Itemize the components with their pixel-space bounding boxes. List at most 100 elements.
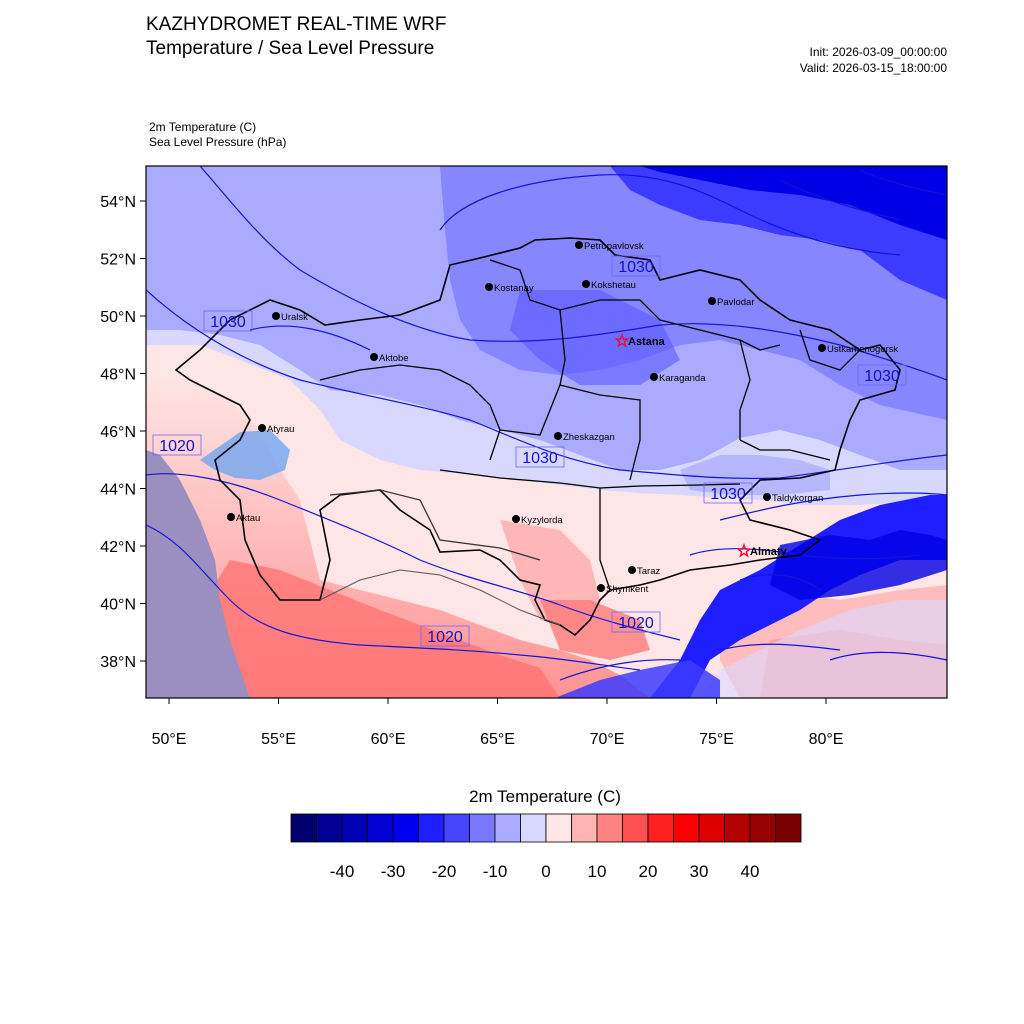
city-dot	[650, 373, 658, 381]
city-label: Kostanay	[494, 283, 534, 294]
isobar-label-box	[857, 364, 907, 386]
colorbar-swatch	[520, 813, 547, 843]
colorbar-swatch	[367, 813, 394, 843]
colorbar-swatch	[596, 813, 623, 843]
colorbar-swatch	[392, 813, 419, 843]
latitude-axis: 54°N 52°N 50°N 48°N 46°N 44°N 42°N 40°N 38°N	[100, 194, 146, 671]
longitude-axis: 50°E 55°E 60°E 65°E 70°E 75°E 80°E	[152, 698, 844, 748]
isobar-label: 1020	[618, 615, 654, 632]
isobar-label-box	[611, 255, 661, 277]
city-dot	[582, 280, 590, 288]
capital-star-icon	[614, 333, 630, 348]
colorbar-tick-label: 10	[588, 862, 607, 881]
colorbar-swatch	[775, 813, 802, 843]
colorbar-tick-label: 20	[639, 862, 658, 881]
city-dot	[272, 312, 280, 320]
city-dot	[258, 424, 266, 432]
colorbar-labels: -40 -30 -20 -10 0 10 20 30 40	[330, 862, 760, 881]
colorbar-swatch	[443, 813, 470, 843]
lon-tick-label: 65°E	[480, 731, 515, 748]
lat-tick-label: 44°N	[100, 482, 136, 499]
city-label: Kyzylorda	[521, 515, 563, 526]
city-label: Taraz	[637, 566, 660, 577]
city-label: Kokshetau	[591, 280, 636, 291]
isobar-label: 1030	[210, 314, 246, 331]
isobar-label: 1020	[427, 629, 463, 646]
map-frame	[145, 165, 948, 699]
city-dot	[485, 283, 493, 291]
isobar-label-box	[203, 310, 253, 332]
isobar-label-box	[420, 625, 470, 647]
colorbar	[290, 813, 802, 843]
isobar-label: 1030	[618, 259, 654, 276]
city-label: Zheskazgan	[563, 432, 615, 443]
lon-tick-label: 50°E	[152, 731, 187, 748]
colorbar-swatch	[647, 813, 674, 843]
colorbar-tick-label: 40	[741, 862, 760, 881]
colorbar-tick-label: -20	[432, 862, 457, 881]
isobar-label: 1030	[710, 486, 746, 503]
colorbar-swatch	[469, 813, 496, 843]
isobar-label-box	[515, 446, 565, 468]
lon-tick-label: 80°E	[809, 731, 844, 748]
colorbar-swatch	[341, 813, 368, 843]
isobar-label-box	[152, 434, 202, 456]
page-subtitle: Temperature / Sea Level Pressure	[146, 38, 435, 59]
city-label: Astana	[628, 336, 666, 348]
isobar-labels: 1030 1030 1030 1030 1030 1020 1020 1020	[152, 255, 907, 647]
city-label: Shymkent	[606, 584, 649, 595]
city-label: Pavlodar	[717, 297, 755, 308]
lat-tick-label: 54°N	[100, 194, 136, 211]
colorbar-swatch	[571, 813, 598, 843]
capital-star-icon	[736, 543, 752, 558]
colorbar-swatch	[418, 813, 445, 843]
lon-tick-label: 75°E	[699, 731, 734, 748]
city-dot	[227, 513, 235, 521]
city-label: Petropavlovsk	[584, 241, 644, 252]
city-label: Almaty	[750, 546, 788, 558]
isobars	[146, 166, 947, 681]
isobar-label: 1030	[864, 368, 900, 385]
lon-tick-label: 70°E	[590, 731, 625, 748]
lat-tick-label: 42°N	[100, 539, 136, 556]
colorbar-swatch	[673, 813, 700, 843]
colorbar-tick-label: -10	[483, 862, 508, 881]
lat-tick-label: 48°N	[100, 367, 136, 384]
city-dot	[597, 584, 605, 592]
colorbar-swatch	[290, 813, 317, 843]
city-label: Karaganda	[659, 373, 706, 384]
lon-tick-label: 60°E	[371, 731, 406, 748]
isobar-label: 1020	[159, 438, 195, 455]
slp-field-label: Sea Level Pressure (hPa)	[149, 135, 287, 149]
isobar-label-box	[611, 611, 661, 633]
lat-tick-label: 52°N	[100, 252, 136, 269]
colorbar-swatch	[494, 813, 521, 843]
city-label: Taldykorgan	[772, 493, 823, 504]
isobar-label-box	[703, 482, 753, 504]
city-dot	[575, 241, 583, 249]
colorbar-swatch	[545, 813, 572, 843]
city-label: Atyrau	[267, 424, 294, 435]
lat-tick-label: 40°N	[100, 597, 136, 614]
colorbar-tick-label: 0	[541, 862, 550, 881]
city-markers: Petropavlovsk Kostanay Kokshetau Pavlodar Ur…	[227, 241, 899, 595]
city-label: Uralsk	[281, 312, 308, 323]
boundaries	[174, 237, 901, 637]
valid-time: Valid: 2026-03-15_18:00:00	[799, 61, 947, 75]
temperature-field-label: 2m Temperature (C)	[149, 120, 257, 134]
init-time: Init: 2026-03-09_00:00:00	[809, 45, 947, 59]
city-dot	[708, 297, 716, 305]
page-title: KAZHYDROMET REAL-TIME WRF	[146, 14, 447, 35]
colorbar-tick-label: -40	[330, 862, 355, 881]
city-dot	[512, 515, 520, 523]
lat-tick-label: 38°N	[100, 654, 136, 671]
city-dot	[554, 432, 562, 440]
colorbar-title: 2m Temperature (C)	[469, 787, 621, 806]
lat-tick-label: 46°N	[100, 424, 136, 441]
lat-tick-label: 50°N	[100, 309, 136, 326]
city-dot	[370, 353, 378, 361]
colorbar-swatch	[698, 813, 725, 843]
city-dot	[763, 493, 771, 501]
city-dot	[628, 566, 636, 574]
